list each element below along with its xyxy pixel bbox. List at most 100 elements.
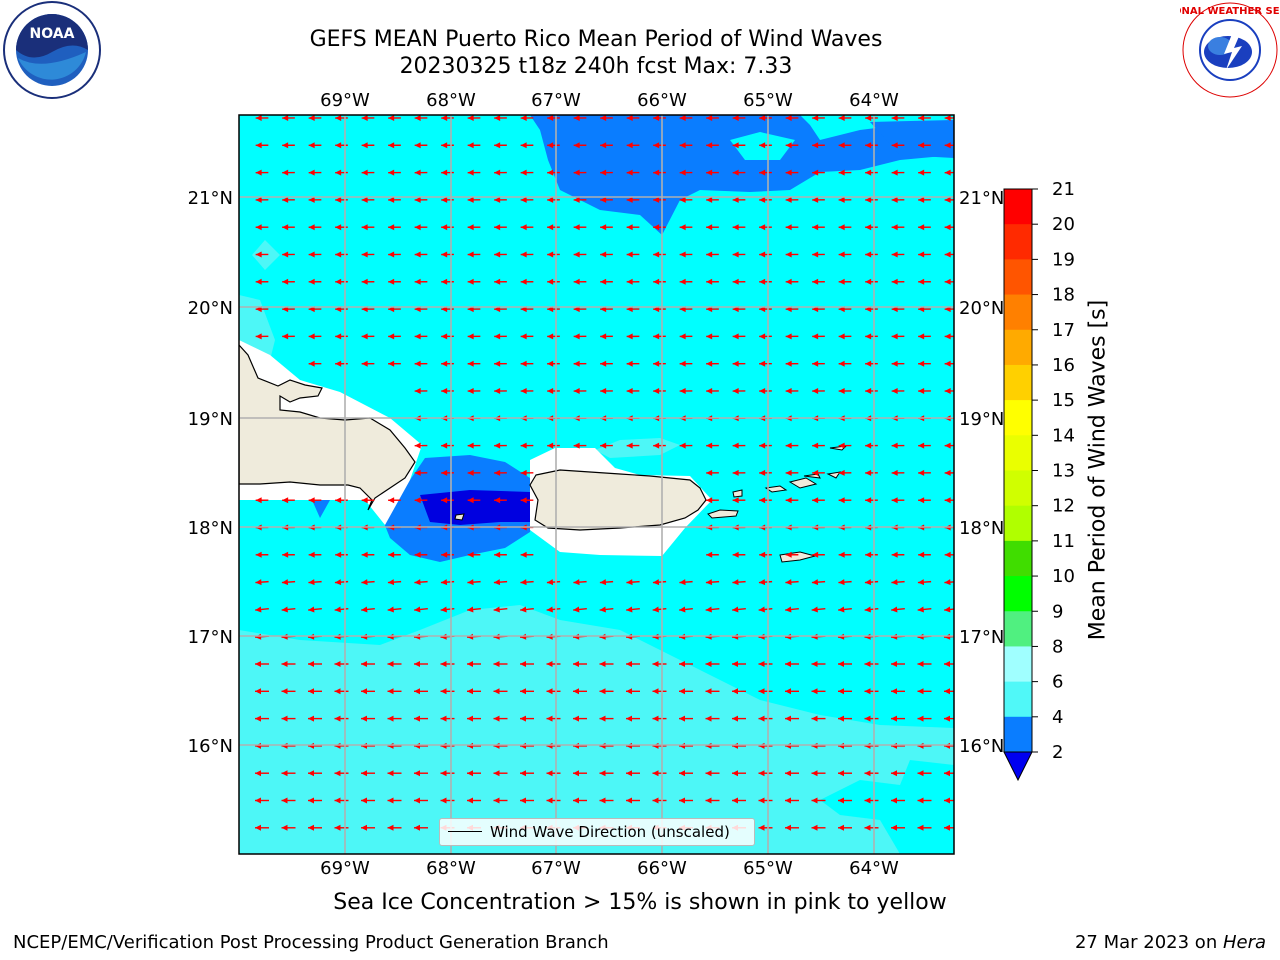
wave-direction-arrowhead bbox=[361, 688, 367, 695]
wave-direction-arrowhead bbox=[493, 797, 500, 804]
colorbar-under-extension bbox=[1003, 751, 1033, 782]
colorbar-band bbox=[1004, 224, 1032, 260]
wave-direction-arrowhead bbox=[865, 278, 872, 285]
wave-direction-arrowhead bbox=[255, 278, 262, 285]
wave-direction-arrowhead bbox=[626, 715, 632, 722]
wave-direction-arrowhead bbox=[732, 142, 739, 149]
wave-direction-arrowhead bbox=[281, 579, 289, 586]
lat-label: 20°N bbox=[959, 298, 1004, 319]
chart-title: GEFS MEAN Puerto Rico Mean Period of Win… bbox=[309, 27, 883, 52]
wave-direction-arrowhead bbox=[600, 115, 607, 122]
wave-direction-arrowhead bbox=[758, 824, 765, 831]
wave-direction-arrowhead bbox=[838, 770, 844, 777]
wave-direction-arrowhead bbox=[520, 196, 527, 203]
wave-direction-arrowhead bbox=[547, 333, 554, 340]
wave-direction-arrowhead bbox=[679, 770, 685, 777]
wave-direction-arrowhead bbox=[573, 579, 580, 586]
wave-direction-arrowhead bbox=[679, 360, 686, 367]
wave-direction-arrowhead bbox=[918, 278, 925, 285]
wave-direction-arrowhead bbox=[652, 688, 659, 695]
wave-direction-arrowhead bbox=[944, 115, 951, 122]
wave-direction-arrowhead bbox=[467, 196, 474, 203]
wave-direction-arrowhead bbox=[759, 469, 766, 476]
map-frame bbox=[238, 114, 955, 855]
wave-direction-arrowhead bbox=[441, 278, 448, 285]
wave-direction-arrowhead bbox=[573, 442, 580, 449]
wave-direction-arrowhead bbox=[758, 661, 765, 667]
wave-direction-arrowhead bbox=[785, 770, 791, 777]
wave-direction-arrowhead bbox=[493, 579, 501, 586]
colorbar-band bbox=[1004, 505, 1032, 542]
wave-direction-arrowhead bbox=[758, 688, 765, 695]
wave-direction-arrowhead bbox=[864, 688, 871, 695]
wave-direction-arrowhead bbox=[414, 797, 420, 804]
wave-direction-arrowhead bbox=[361, 661, 367, 667]
wave-direction-arrowhead bbox=[838, 388, 845, 395]
wave-direction-arrowhead bbox=[626, 579, 633, 586]
wave-direction-arrowhead bbox=[706, 278, 713, 285]
wave-direction-arrowhead bbox=[547, 278, 554, 285]
colorbar-band bbox=[1004, 470, 1032, 507]
wave-direction-arrowhead bbox=[838, 115, 845, 122]
wave-direction-arrowhead bbox=[865, 469, 872, 476]
wave-direction-arrowhead bbox=[547, 169, 554, 176]
wave-direction-arrowhead bbox=[811, 715, 818, 722]
wave-direction-arrowhead bbox=[652, 797, 659, 804]
wave-direction-arrowhead bbox=[467, 442, 474, 449]
lon-label: 66°W bbox=[637, 90, 687, 111]
wave-direction-arrowhead bbox=[600, 196, 607, 203]
wave-direction-arrowhead bbox=[255, 196, 262, 203]
wave-direction-arrowhead bbox=[573, 661, 579, 667]
wave-direction-arrowhead bbox=[759, 251, 766, 258]
wave-direction-arrowhead bbox=[838, 142, 845, 149]
wave-direction-arrowhead bbox=[864, 606, 871, 613]
wave-direction-arrowhead bbox=[335, 115, 342, 122]
wave-direction-arrowhead bbox=[546, 797, 553, 804]
lat-labels-left: 21°N 20°N 19°N 18°N 17°N 16°N bbox=[188, 188, 233, 757]
wave-direction-arrowhead bbox=[414, 360, 421, 367]
wave-direction-arrowhead bbox=[361, 551, 368, 558]
wave-direction-arrowhead bbox=[600, 278, 607, 285]
wave-direction-arrowhead bbox=[441, 497, 448, 504]
colorbar-band bbox=[1004, 189, 1032, 225]
wave-direction-arrowhead bbox=[917, 770, 924, 777]
wave-direction-arrowhead bbox=[653, 196, 660, 203]
wave-direction-arrowhead bbox=[785, 333, 792, 340]
wave-direction-arrowhead bbox=[573, 770, 579, 777]
wave-direction-arrowhead bbox=[282, 169, 289, 176]
wave-direction-arrowhead bbox=[785, 278, 792, 285]
wave-direction-arrowhead bbox=[599, 770, 606, 777]
wave-direction-arrowhead bbox=[918, 251, 925, 258]
wave-direction-arrowhead bbox=[255, 715, 261, 722]
lon-label: 64°W bbox=[849, 858, 899, 879]
wave-direction-arrowhead bbox=[812, 551, 819, 558]
wave-direction-arrowhead bbox=[891, 579, 898, 586]
wave-direction-arrowhead bbox=[573, 251, 580, 258]
wave-direction-arrowhead bbox=[308, 661, 314, 667]
colorbar-band bbox=[1004, 646, 1032, 683]
wave-direction-arrowhead bbox=[255, 579, 262, 586]
wave-direction-arrowhead bbox=[785, 388, 792, 395]
map-legend: Wind Wave Direction (unscaled) bbox=[439, 818, 755, 846]
wave-direction-arrowhead bbox=[865, 333, 872, 340]
wave-direction-arrowhead bbox=[732, 442, 739, 449]
wave-direction-arrowhead bbox=[547, 251, 554, 258]
wave-direction-arrowhead bbox=[944, 606, 951, 613]
sea-ice-note: Sea Ice Concentration > 15% is shown in … bbox=[333, 890, 947, 915]
wave-direction-arrowhead bbox=[600, 142, 607, 149]
wave-direction-arrowhead bbox=[758, 606, 765, 613]
wave-direction-arrowhead bbox=[838, 224, 845, 231]
wave-direction-arrowhead bbox=[282, 251, 289, 258]
colorbar-tick-label: 15 bbox=[1052, 390, 1075, 411]
lon-label: 68°W bbox=[426, 90, 476, 111]
wave-direction-arrowhead bbox=[494, 169, 501, 176]
wave-direction-arrowhead bbox=[785, 824, 791, 831]
colorbar-band bbox=[1004, 329, 1032, 366]
wave-direction-arrowhead bbox=[811, 770, 818, 777]
wave-direction-arrowhead bbox=[467, 169, 474, 176]
wave-direction-arrowhead bbox=[414, 388, 421, 395]
wave-direction-arrowhead bbox=[706, 169, 713, 176]
wave-direction-arrowhead bbox=[334, 606, 341, 613]
wave-direction-arrowhead bbox=[758, 579, 766, 586]
